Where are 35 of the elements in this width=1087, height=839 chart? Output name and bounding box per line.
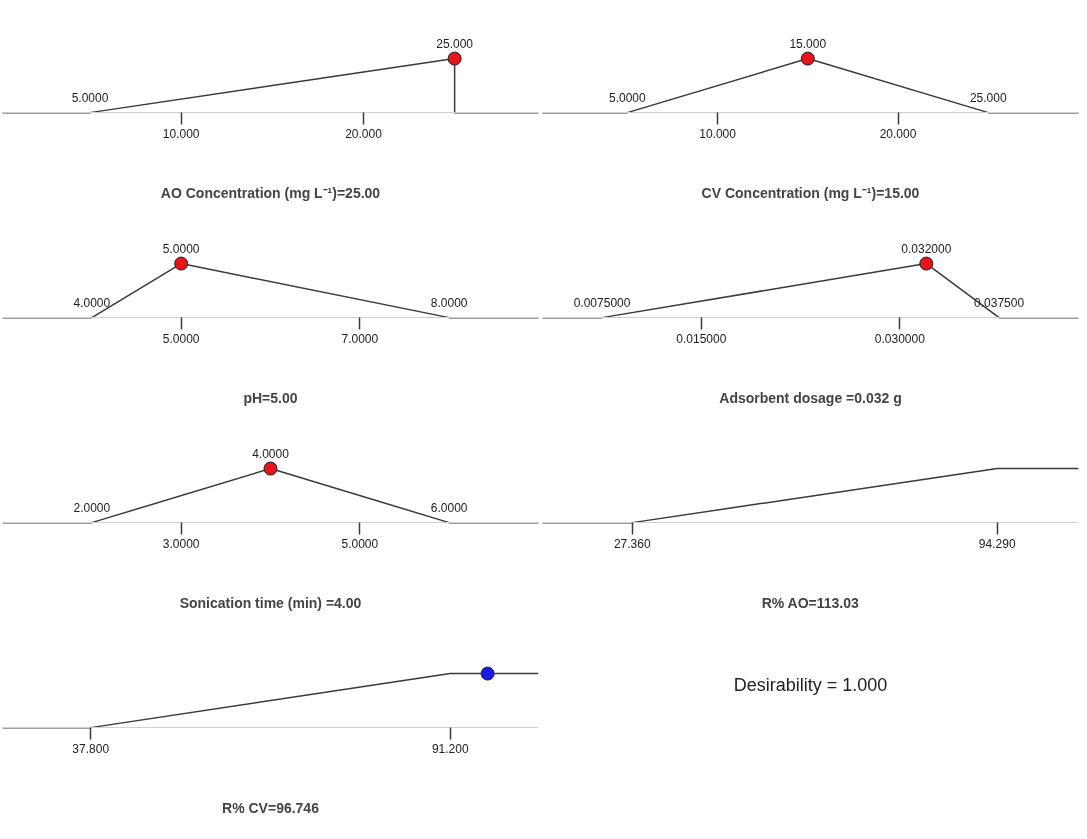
x-axis-title: CV Concentration (mg L⁻¹)=15.00 bbox=[701, 184, 920, 201]
annotation: 4.0000 bbox=[73, 295, 111, 310]
annotation: 25.000 bbox=[436, 36, 474, 51]
annotation: 8.0000 bbox=[430, 295, 468, 310]
x-axis-title: AO Concentration (mg L⁻¹)=25.00 bbox=[160, 184, 381, 201]
x-tick-label: 0.030000 bbox=[874, 331, 926, 346]
annotation: 5.0000 bbox=[608, 90, 646, 105]
x-tick-label: 5.0000 bbox=[341, 536, 379, 551]
annotation: 4.0000 bbox=[252, 446, 290, 461]
annotation: 0.032000 bbox=[901, 241, 952, 256]
x-axis-title: R% CV=96.746 bbox=[222, 799, 320, 816]
x-tick-label: 0.015000 bbox=[676, 331, 727, 346]
x-tick-label: 3.0000 bbox=[162, 536, 200, 551]
x-tick-label: 94.290 bbox=[978, 536, 1016, 551]
annotation: 6.0000 bbox=[430, 500, 468, 515]
x-tick-label: 20.000 bbox=[879, 126, 917, 141]
x-axis-title: pH=5.00 bbox=[243, 389, 298, 406]
annotation: 25.000 bbox=[969, 90, 1007, 105]
annotation: 0.0075000 bbox=[573, 295, 631, 310]
x-tick-label: 27.360 bbox=[613, 536, 651, 551]
x-tick-label: 91.200 bbox=[431, 741, 469, 756]
x-tick-label: 7.0000 bbox=[341, 331, 379, 346]
x-axis-title: R% AO=113.03 bbox=[761, 594, 860, 611]
x-tick-label: 10.000 bbox=[162, 126, 200, 141]
x-axis-title: Sonication time (min) =4.00 bbox=[179, 594, 362, 611]
text: Desirability = 1.000 bbox=[733, 675, 888, 696]
annotation: 2.0000 bbox=[73, 500, 111, 515]
x-tick-label: 20.000 bbox=[345, 126, 383, 141]
annotation: 5.0000 bbox=[71, 90, 109, 105]
annotation: 5.0000 bbox=[162, 241, 200, 256]
x-tick-label: 5.0000 bbox=[162, 331, 200, 346]
x-axis-title: Adsorbent dosage =0.032 g bbox=[719, 389, 902, 406]
annotation: 15.000 bbox=[789, 36, 827, 51]
x-tick-label: 10.000 bbox=[699, 126, 737, 141]
x-tick-label: 37.800 bbox=[72, 741, 110, 756]
